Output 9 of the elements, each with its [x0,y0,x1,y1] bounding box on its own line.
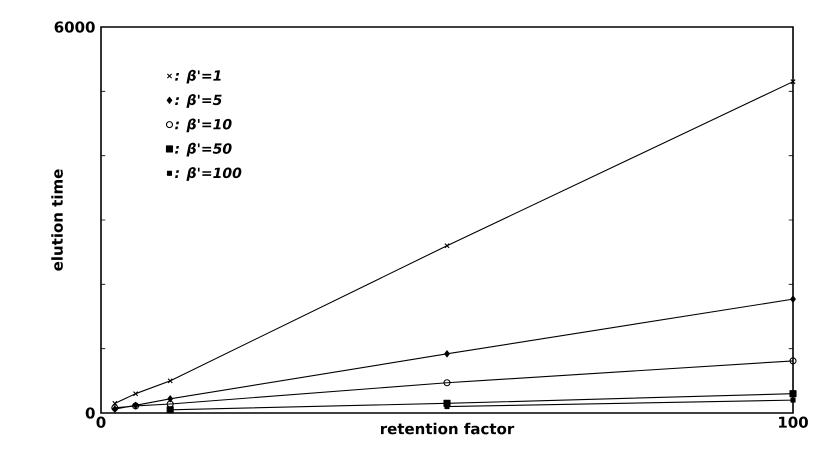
y-axis-title: elution time [51,169,63,271]
y-tick-label: 6000 [54,21,95,33]
legend-label: : β'=5 [175,94,222,108]
legend-label: : β'=10 [175,118,232,132]
x-axis-title: retention factor [380,422,514,434]
legend-label: : β'=100 [175,167,242,181]
legend-label: : β'=50 [175,142,232,157]
legend-label: : β'=1 [175,70,221,84]
x-tick-label: 100 [779,416,808,428]
